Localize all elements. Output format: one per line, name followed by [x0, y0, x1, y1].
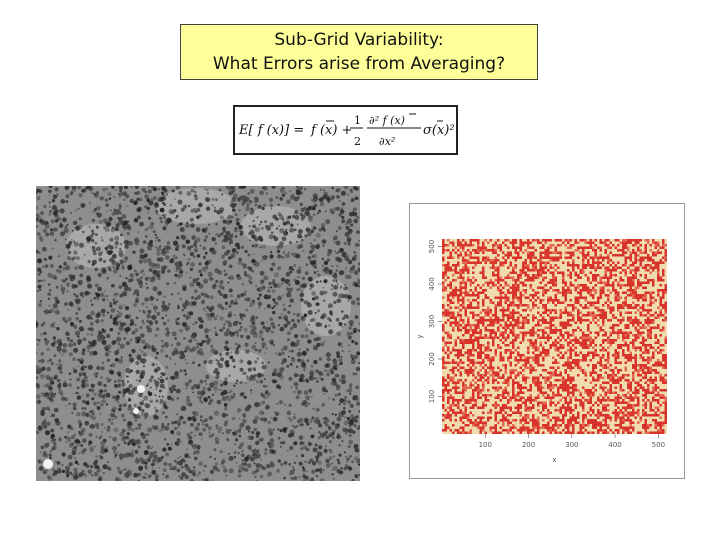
y-axis-label: y: [416, 334, 424, 338]
x-tick-label: 500: [652, 441, 665, 449]
equation-half-num: 1: [354, 114, 361, 127]
x-tick-label: 200: [522, 441, 535, 449]
heatmap-cells: [442, 239, 667, 434]
slide-title-box: Sub-Grid Variability: What Errors arise …: [180, 24, 538, 80]
x-axis-label: x: [552, 456, 556, 464]
x-tick-label: 400: [608, 441, 621, 449]
heatmap-chart: 100 200 300 400 500 100 200 300 400 500 x y: [416, 239, 667, 464]
aerial-forest-photo: [36, 186, 360, 481]
equation-sigma: σ(x)²: [423, 123, 455, 138]
y-tick-label: 100: [428, 390, 436, 403]
y-tick-label: 300: [428, 315, 436, 328]
equation-half-den: 2: [354, 135, 361, 148]
spatial-field-plot: 100 200 300 400 500 100 200 300 400 500 x y: [409, 203, 685, 479]
equation-deriv-num: ∂² f (x): [369, 114, 405, 127]
title-line-1: Sub-Grid Variability:: [274, 30, 444, 50]
aerial-photo-canvas: [36, 186, 360, 481]
x-tick-label: 100: [479, 441, 492, 449]
title-line-2: What Errors arise from Averaging?: [212, 54, 506, 74]
equation-deriv-den: ∂x²: [379, 135, 395, 148]
y-tick-label: 500: [428, 240, 436, 253]
equation-term1: f (x) +: [310, 123, 352, 138]
y-tick-label: 200: [428, 352, 436, 365]
equation-box: E[ f (x)] = f (x) + 1 2 ∂² f (x) ∂x² σ(x…: [233, 105, 458, 155]
equation-lhs: E[ f (x)] =: [238, 123, 304, 138]
y-tick-label: 400: [428, 277, 436, 290]
x-tick-label: 300: [565, 441, 578, 449]
